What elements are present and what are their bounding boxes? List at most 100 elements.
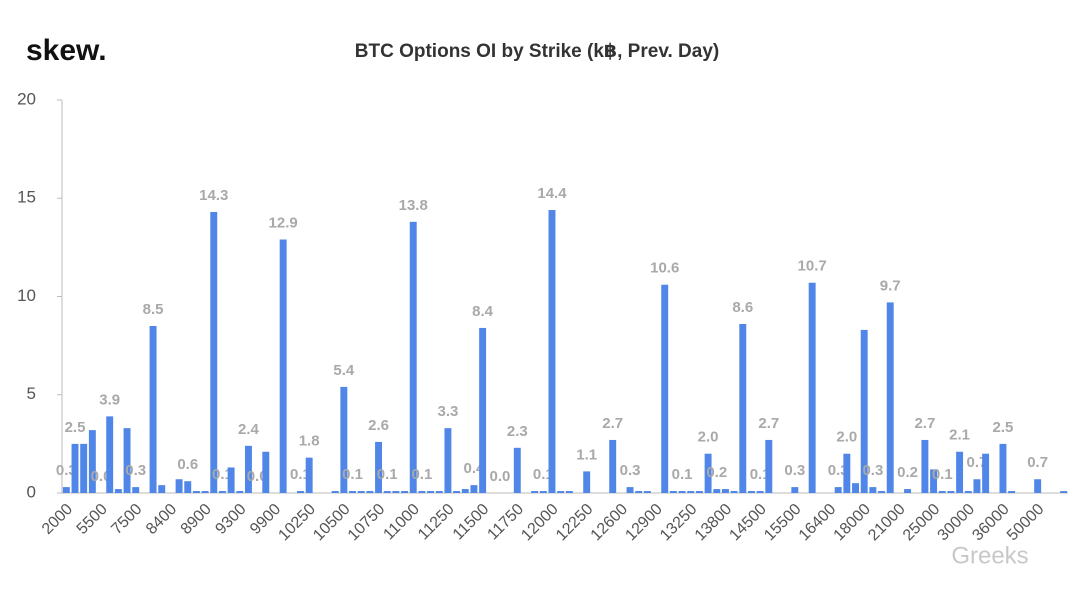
x-tick-label: 15500: [761, 501, 805, 545]
x-tick-label: 7500: [108, 501, 145, 538]
x-tick-label: 8400: [143, 501, 180, 538]
data-label: 12.9: [269, 214, 298, 231]
bar: [713, 489, 721, 493]
bar: [583, 471, 591, 493]
y-tick-label: 10: [17, 286, 36, 305]
bar: [149, 325, 157, 493]
bar: [279, 239, 287, 493]
data-label: 9.7: [880, 277, 901, 294]
bar: [531, 491, 539, 493]
x-tick-label: 12000: [518, 501, 562, 545]
data-label: 2.7: [914, 415, 935, 432]
data-label: 0.1: [932, 466, 953, 483]
data-label: 2.5: [993, 419, 1014, 436]
bar: [340, 386, 348, 493]
bar: [175, 479, 183, 493]
data-label: 0.1: [411, 466, 432, 483]
x-tick-label: 11500: [450, 501, 493, 544]
bar: [539, 491, 547, 493]
bar: [375, 441, 383, 493]
bar: [704, 453, 712, 493]
bar: [565, 491, 573, 493]
bar: [184, 481, 192, 493]
bar: [947, 491, 955, 493]
bar: [80, 443, 88, 493]
chart-title: BTC Options OI by Strike (k฿, Prev. Day): [355, 41, 719, 62]
y-tick-label: 5: [27, 384, 36, 403]
x-tick-label: 50000: [1004, 501, 1048, 545]
bar: [930, 469, 938, 493]
y-tick-label: 15: [17, 188, 36, 207]
data-label: 2.0: [698, 429, 719, 446]
bar: [721, 489, 729, 493]
data-label: 8.5: [143, 301, 164, 318]
x-tick-label: 9300: [212, 501, 249, 538]
bar: [964, 491, 972, 493]
x-tick-label: 10750: [345, 501, 389, 545]
bar: [513, 447, 521, 493]
x-tick-label: 8900: [178, 501, 215, 538]
bar: [470, 485, 478, 493]
data-label: 10.6: [650, 260, 679, 277]
bar: [210, 212, 218, 493]
data-label: 2.6: [368, 417, 389, 434]
x-tick-label: 10500: [310, 501, 354, 545]
data-label: 2.7: [602, 415, 623, 432]
bar: [383, 491, 391, 493]
bar: [479, 327, 487, 493]
bar: [661, 284, 669, 493]
bar: [843, 453, 851, 493]
bar: [349, 491, 356, 493]
bar: [609, 439, 617, 493]
bar: [123, 428, 131, 493]
bar: [297, 491, 304, 493]
bar: [236, 491, 244, 493]
bar: [886, 302, 894, 493]
bar: [643, 491, 651, 493]
data-label: 0.3: [125, 462, 146, 479]
data-label: 0.7: [1027, 454, 1048, 471]
bar: [357, 491, 365, 493]
data-label: 0.0: [490, 468, 511, 485]
data-label: 0.1: [377, 466, 398, 483]
data-label: 2.3: [507, 423, 528, 440]
data-label: 0.2: [897, 464, 918, 481]
data-label: 2.5: [65, 419, 86, 436]
y-tick-label: 20: [17, 89, 36, 108]
data-label: 2.0: [836, 429, 857, 446]
x-tick-label: 13250: [657, 501, 701, 545]
bar: [435, 491, 443, 493]
bar: [218, 491, 226, 493]
bar: [687, 491, 695, 493]
bar: [999, 443, 1007, 493]
data-label: 8.6: [732, 299, 753, 316]
data-label: 0.2: [706, 464, 727, 481]
data-label: 0.3: [862, 462, 883, 479]
data-label: 0.3: [784, 462, 805, 479]
data-label: 8.4: [472, 303, 494, 320]
bar: [418, 491, 426, 493]
x-tick-label: 12250: [553, 501, 597, 545]
bar: [695, 491, 703, 493]
bar: [730, 491, 738, 493]
bar: [921, 439, 929, 493]
bar: [756, 491, 764, 493]
bar: [747, 491, 755, 493]
data-label: 0.3: [620, 462, 641, 479]
bar: [982, 453, 990, 493]
data-label: 2.1: [949, 427, 970, 444]
x-tick-label: 25000: [900, 501, 944, 545]
x-tick-label: 36000: [969, 501, 1013, 545]
y-tick-label: 0: [27, 482, 36, 501]
bar: [973, 479, 981, 493]
bar: [88, 430, 96, 493]
data-label: 5.4: [333, 362, 355, 379]
data-label: 1.1: [576, 446, 597, 463]
x-tick-label: 12900: [622, 501, 666, 545]
bar: [791, 487, 799, 493]
bar: [739, 324, 747, 493]
x-tick-label: 16400: [796, 501, 840, 545]
bar: [860, 329, 868, 493]
bar: [366, 491, 374, 493]
